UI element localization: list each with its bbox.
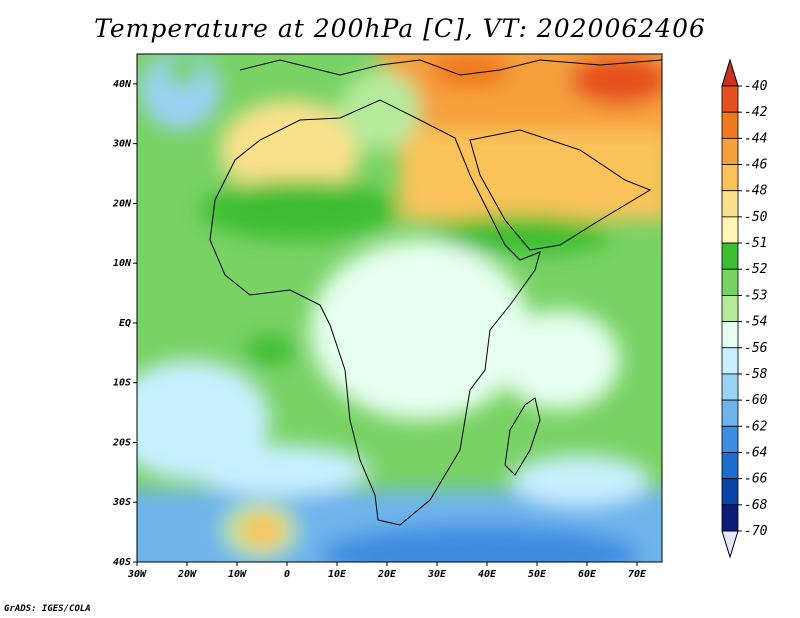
colorbar-swatch: [721, 452, 739, 480]
colorbar-swatch: [721, 137, 739, 165]
lat-tick-label: 40N: [113, 79, 132, 90]
colorbar-swatch: [721, 164, 739, 192]
colorbar-label: -52: [744, 262, 768, 277]
colorbar-swatch: [721, 373, 739, 401]
map-frame: [136, 53, 663, 563]
colorbar-swatch: [721, 321, 739, 349]
colorbar-swatch: [721, 85, 739, 113]
colorbar-swatch: [721, 347, 739, 375]
colorbar-label: -54: [744, 315, 767, 330]
colorbar-label: -64: [744, 445, 767, 460]
lon-tick-label: 0: [284, 569, 290, 580]
page-title: Temperature at 200hPa [C], VT: 202006240…: [94, 14, 706, 43]
lon-tick-label: 60E: [578, 569, 597, 580]
colorbar-swatch: [721, 425, 739, 453]
lon-tick-label: 10E: [328, 569, 347, 580]
colorbar-swatch: [721, 268, 739, 296]
colorbar-label: -62: [744, 419, 768, 434]
colorbar-arrow-top: [721, 58, 739, 87]
colorbar-label: -60: [744, 393, 768, 408]
colorbar-swatch: [721, 399, 739, 427]
lat-tick-label: 40S: [113, 557, 131, 568]
colorbar-label: -51: [744, 236, 767, 251]
lon-tick-label: 50E: [528, 569, 547, 580]
colorbar-label: -70: [744, 524, 768, 539]
footer-credit: GrADS: IGES/COLA: [4, 604, 91, 614]
lat-tick-label: 20N: [112, 198, 132, 209]
colorbar-swatch: [721, 504, 739, 532]
lat-tick-label: 10N: [113, 258, 132, 269]
madagascar-coastline: [504, 397, 541, 476]
lat-tick-label: 20S: [112, 437, 131, 448]
lon-tick-label: 10W: [228, 569, 247, 580]
coastlines: [209, 59, 662, 526]
temperature-field: [137, 54, 662, 562]
africa-coastline: [209, 99, 541, 526]
longitude-axis: 30W 20W 10W 0 10E 20E 30E 40E 50E 60E 70E: [127, 562, 647, 580]
colorbar-label: -42: [744, 105, 768, 120]
colorbar-label: -58: [744, 367, 768, 382]
colorbar-label: -66: [744, 472, 768, 487]
lon-tick-label: 30E: [427, 569, 447, 580]
arabia-coastline: [469, 129, 652, 251]
lat-tick-label: 10S: [113, 378, 131, 389]
colorbar-label: -48: [744, 184, 768, 199]
lon-tick-label: 40E: [478, 569, 497, 580]
lat-tick-label: 30N: [112, 139, 132, 150]
lat-tick-label: 30S: [112, 497, 131, 508]
lon-tick-label: 70E: [628, 569, 647, 580]
lon-tick-label: 20W: [177, 569, 197, 580]
colorbar-arrow-bottom: [721, 530, 739, 559]
colorbar-swatch: [721, 242, 739, 270]
lon-tick-label: 20E: [377, 569, 397, 580]
lat-tick-label: EQ: [119, 318, 131, 329]
colorbar-label: -40: [744, 79, 768, 94]
colorbar-label: -56: [744, 341, 768, 356]
colorbar-label: -44: [744, 131, 767, 146]
colorbar-swatch: [721, 111, 739, 139]
colorbar-label: -50: [744, 210, 768, 225]
colorbar-swatch: [721, 295, 739, 322]
latitude-axis: 40N 30N 20N 10N EQ 10S 20S 30S 40S: [112, 79, 137, 568]
colorbar-swatch: [721, 216, 739, 244]
lon-tick-label: 30W: [127, 569, 147, 580]
colorbar: -40 -42 -44 -46 -48 -50 -51 -52 -53 -54 -56 -58 -60 -…: [721, 58, 768, 559]
europe-coastline: [239, 59, 662, 76]
colorbar-swatch: [721, 190, 739, 218]
colorbar-swatch: [721, 478, 739, 506]
colorbar-label: -68: [744, 498, 768, 513]
colorbar-label: -53: [744, 288, 767, 303]
colorbar-label: -46: [744, 158, 768, 173]
